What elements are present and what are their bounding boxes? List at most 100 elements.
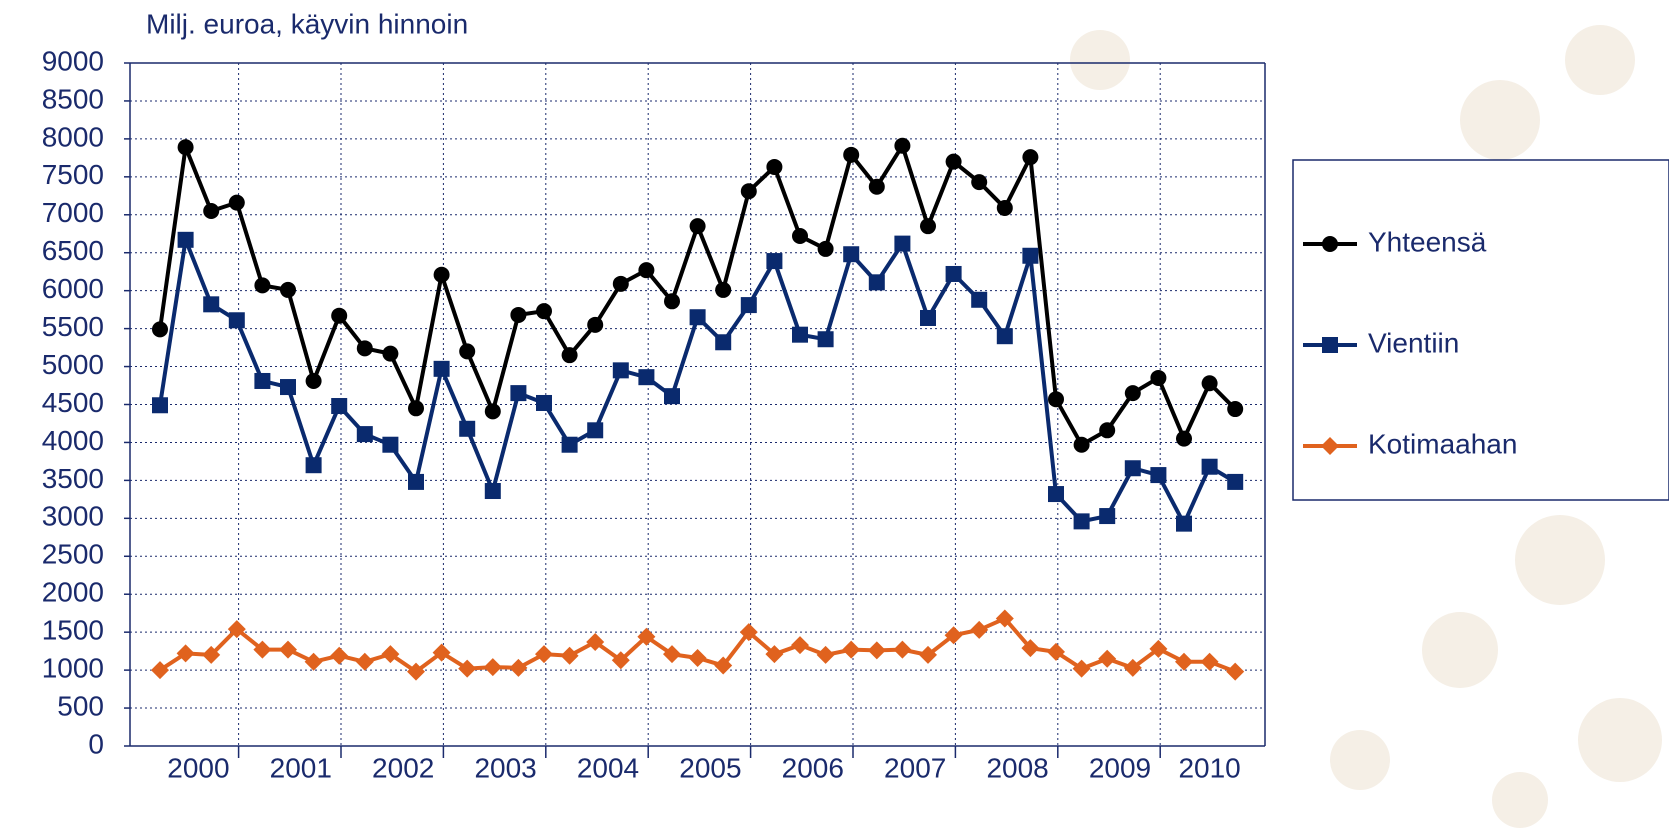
- data-point: [690, 309, 706, 325]
- y-tick-label: 1000: [42, 653, 104, 684]
- data-point: [280, 379, 296, 395]
- data-point: [843, 246, 859, 262]
- data-point: [562, 437, 578, 453]
- data-point: [562, 347, 578, 363]
- x-tick-label: 2007: [884, 752, 946, 783]
- data-point: [382, 346, 398, 362]
- data-point: [458, 660, 476, 678]
- data-point: [946, 154, 962, 170]
- data-point: [868, 641, 886, 659]
- y-tick-label: 1500: [42, 615, 104, 646]
- data-point: [843, 147, 859, 163]
- x-tick-label: 2010: [1178, 752, 1240, 783]
- y-tick-label: 5000: [42, 349, 104, 380]
- data-point: [152, 321, 168, 337]
- data-point: [356, 653, 374, 671]
- data-point: [1201, 653, 1219, 671]
- data-point: [357, 426, 373, 442]
- data-point: [408, 474, 424, 490]
- data-point: [1227, 401, 1243, 417]
- data-point: [664, 388, 680, 404]
- series-line: [160, 146, 1235, 445]
- y-tick-label: 8500: [42, 83, 104, 114]
- data-point: [869, 274, 885, 290]
- data-point: [1175, 653, 1193, 671]
- data-point: [741, 297, 757, 313]
- data-point: [613, 276, 629, 292]
- data-point: [203, 296, 219, 312]
- y-tick-label: 500: [57, 690, 104, 721]
- data-point: [818, 241, 834, 257]
- data-point: [971, 174, 987, 190]
- data-point: [715, 334, 731, 350]
- data-point: [1125, 460, 1141, 476]
- data-point: [818, 331, 834, 347]
- data-point: [869, 179, 885, 195]
- y-tick-label: 6500: [42, 235, 104, 266]
- data-point: [689, 649, 707, 667]
- data-point: [254, 277, 270, 293]
- x-tick-label: 2002: [372, 752, 434, 783]
- data-point: [715, 282, 731, 298]
- y-tick-label: 2000: [42, 577, 104, 608]
- legend-label: Yhteensä: [1368, 226, 1487, 257]
- data-point: [587, 317, 603, 333]
- data-point: [1022, 248, 1038, 264]
- data-point: [690, 218, 706, 234]
- data-point: [766, 253, 782, 269]
- data-point: [382, 437, 398, 453]
- data-point: [997, 200, 1013, 216]
- legend-label: Vientiin: [1368, 327, 1459, 358]
- data-point: [997, 328, 1013, 344]
- y-tick-label: 0: [88, 728, 104, 759]
- data-point: [613, 362, 629, 378]
- y-tick-label: 5500: [42, 311, 104, 342]
- data-point: [1098, 650, 1116, 668]
- data-point: [638, 262, 654, 278]
- data-point: [1226, 663, 1244, 681]
- data-point: [792, 327, 808, 343]
- y-axis-label: Milj. euroa, käyvin hinnoin: [146, 8, 468, 39]
- data-point: [178, 139, 194, 155]
- y-tick-label: 7000: [42, 197, 104, 228]
- data-point: [510, 385, 526, 401]
- y-tick-label: 2500: [42, 539, 104, 570]
- data-point: [1150, 467, 1166, 483]
- data-point: [920, 218, 936, 234]
- x-tick-label: 2008: [986, 752, 1048, 783]
- data-point: [305, 653, 323, 671]
- data-point: [229, 195, 245, 211]
- x-tick-label: 2001: [270, 752, 332, 783]
- data-point: [894, 236, 910, 252]
- data-point: [920, 310, 936, 326]
- x-tick-label: 2005: [679, 752, 741, 783]
- data-point: [330, 647, 348, 665]
- data-point: [306, 373, 322, 389]
- y-tick-label: 8000: [42, 121, 104, 152]
- data-point: [485, 483, 501, 499]
- data-point: [484, 658, 502, 676]
- data-point: [971, 292, 987, 308]
- data-point: [1022, 149, 1038, 165]
- x-tick-label: 2006: [782, 752, 844, 783]
- data-point: [1048, 391, 1064, 407]
- data-point: [254, 373, 270, 389]
- data-point: [1048, 486, 1064, 502]
- chart: Milj. euroa, käyvin hinnoin 0 500 1000 1500…: [0, 0, 1669, 834]
- data-point: [842, 641, 860, 659]
- data-point: [203, 203, 219, 219]
- x-tick-label: 2003: [474, 752, 536, 783]
- data-point: [1202, 375, 1218, 391]
- data-point: [1099, 422, 1115, 438]
- data-point: [178, 232, 194, 248]
- y-tick-label: 3500: [42, 463, 104, 494]
- legend-marker: [1322, 236, 1338, 252]
- legend-marker: [1322, 337, 1338, 353]
- data-point: [331, 308, 347, 324]
- data-point: [791, 636, 809, 654]
- data-point: [741, 183, 757, 199]
- data-point: [638, 369, 654, 385]
- data-point: [152, 397, 168, 413]
- data-point: [1176, 431, 1192, 447]
- data-point: [459, 421, 475, 437]
